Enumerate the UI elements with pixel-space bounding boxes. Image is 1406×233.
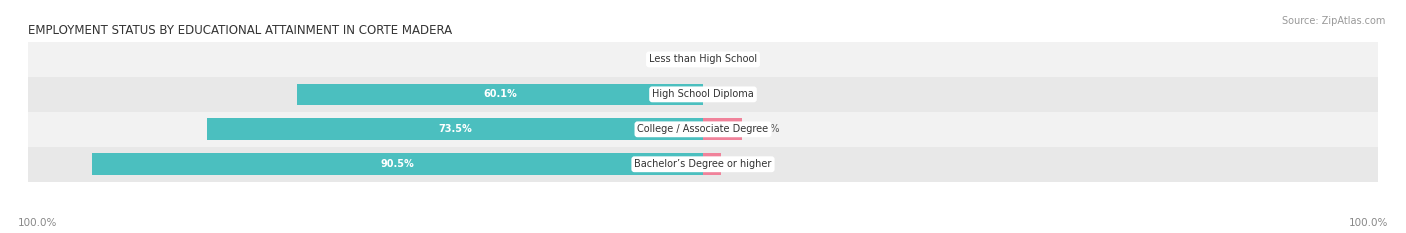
Text: College / Associate Degree: College / Associate Degree xyxy=(637,124,769,134)
Text: 60.1%: 60.1% xyxy=(484,89,517,99)
Text: EMPLOYMENT STATUS BY EDUCATIONAL ATTAINMENT IN CORTE MADERA: EMPLOYMENT STATUS BY EDUCATIONAL ATTAINM… xyxy=(28,24,453,37)
Bar xyxy=(93,154,703,175)
Text: 100.0%: 100.0% xyxy=(1348,218,1388,228)
Bar xyxy=(298,84,703,105)
Bar xyxy=(28,112,1378,147)
Text: 90.5%: 90.5% xyxy=(381,159,415,169)
Text: Bachelor’s Degree or higher: Bachelor’s Degree or higher xyxy=(634,159,772,169)
Text: 100.0%: 100.0% xyxy=(18,218,58,228)
Bar xyxy=(703,154,721,175)
Text: Less than High School: Less than High School xyxy=(650,55,756,64)
Bar xyxy=(28,42,1378,77)
Bar xyxy=(703,118,742,140)
Text: 5.8%: 5.8% xyxy=(755,124,780,134)
Text: 0.0%: 0.0% xyxy=(717,89,741,99)
Bar xyxy=(207,118,703,140)
Text: 73.5%: 73.5% xyxy=(439,124,472,134)
Text: High School Diploma: High School Diploma xyxy=(652,89,754,99)
Text: Source: ZipAtlas.com: Source: ZipAtlas.com xyxy=(1281,16,1385,26)
Text: 0.0%: 0.0% xyxy=(717,55,741,64)
Bar xyxy=(28,147,1378,182)
Text: 0.0%: 0.0% xyxy=(665,55,689,64)
Text: 2.7%: 2.7% xyxy=(735,159,759,169)
Bar xyxy=(28,77,1378,112)
